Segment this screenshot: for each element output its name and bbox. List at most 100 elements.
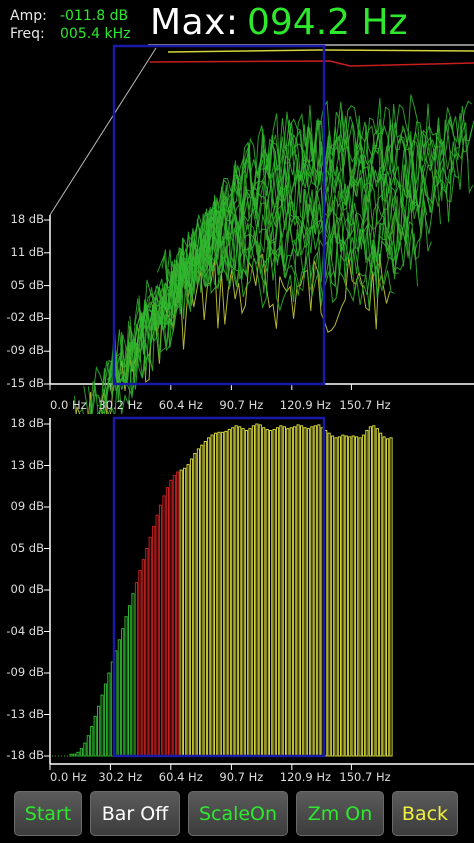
spectrum-bar (382, 436, 386, 757)
spectrum-bar (145, 548, 149, 757)
header-bar: Amp: -011.8 dB Freq: 005.4 kHz Max: 094.… (0, 0, 474, 48)
y-tick-label: 18 dB (10, 416, 44, 430)
x-tick-label: 90.7 Hz (219, 770, 264, 784)
peak-trace-yellow (167, 49, 474, 53)
y-tick-label: 09 dB (10, 499, 44, 513)
spectrum-bar (217, 431, 221, 757)
freq-value: 005.4 kHz (60, 26, 131, 42)
spectrum-bar (365, 430, 369, 757)
spectrum-bar (317, 424, 321, 757)
spectrum-bar (124, 616, 128, 757)
x-tick-label: 0.0 Hz (50, 398, 87, 412)
zoom-on-button[interactable]: Zm On (296, 791, 384, 836)
start-button[interactable]: Start (14, 791, 82, 836)
spectrum-bar (152, 525, 156, 757)
y-tick-label: 11 dB (10, 244, 44, 259)
spectrum-bar (193, 453, 197, 757)
spectrum-bar (348, 436, 352, 757)
spectrum-bar (227, 429, 231, 757)
spectrum-bar (306, 428, 311, 757)
spectrum-bar (90, 726, 94, 757)
spectrum-bar (389, 437, 393, 757)
spectrum-bar (148, 536, 152, 757)
max-frequency-value: 094.2 Hz (247, 2, 408, 43)
amp-label: Amp: (10, 8, 47, 24)
spectrum-bar (234, 425, 238, 757)
x-tick-label: 90.7 Hz (219, 398, 264, 412)
back-button[interactable]: Back (392, 791, 458, 836)
amp-value: -011.8 dB (60, 8, 129, 24)
y-tick-label: -15 dB (6, 376, 44, 390)
waterfall-chart[interactable] (0, 44, 474, 414)
spectrum-bar (172, 475, 176, 757)
spectrum-bar (162, 495, 166, 757)
x-tick-label: 120.9 Hz (279, 398, 332, 412)
spectrum-bar (327, 432, 331, 757)
waterfall-trace (161, 100, 472, 304)
perspective-line (49, 47, 157, 216)
spectrum-bar (165, 487, 170, 757)
spectrum-bar (69, 753, 73, 757)
y-tick-label: 18 dB (10, 212, 44, 226)
spectrum-bar (289, 427, 293, 757)
back-button-label: Back (401, 802, 449, 825)
spectrum-bar (330, 435, 335, 757)
spectrum-bar (103, 683, 108, 757)
spectrum-bar (372, 425, 376, 757)
spectrum-bar (72, 753, 77, 757)
zoom-selection-box (112, 416, 326, 758)
spectrum-bar (272, 429, 276, 757)
x-tick-label: 150.7 Hz (339, 398, 391, 412)
waterfall-trace (110, 183, 432, 403)
start-button-label: Start (24, 802, 72, 825)
bar-off-button[interactable]: Bar Off (90, 791, 180, 836)
scale-on-button[interactable]: ScaleOn (188, 791, 288, 836)
spectrum-bar (303, 427, 307, 757)
x-tick-label: 150.7 Hz (339, 770, 391, 784)
spectrum-bar (361, 434, 366, 757)
spectrum-bar (300, 425, 304, 757)
spectrum-bar (186, 464, 190, 757)
spectrum-bar (310, 426, 314, 757)
spectrum-bar (210, 434, 214, 757)
zoom-selection-box (112, 44, 326, 386)
spectrum-bar (296, 424, 300, 757)
spectrum-bar (200, 444, 204, 757)
spectrum-bar (158, 504, 163, 757)
spectrum-bar (179, 469, 183, 757)
y-tick-label: -04 dB (6, 623, 44, 638)
spectrum-bar (244, 430, 249, 757)
spectrum-bar (282, 426, 286, 757)
y-tick-label: -02 dB (6, 310, 44, 325)
spectrum-bar (262, 427, 266, 757)
spectrum-bar (138, 570, 142, 757)
bar-off-button-label: Bar Off (101, 802, 169, 825)
waterfall-trace (143, 129, 464, 331)
spectrum-bar (76, 751, 80, 757)
spectrum-bar-chart[interactable] (0, 414, 474, 784)
spectrum-bar (355, 436, 359, 757)
spectrum-bar (79, 748, 84, 757)
spectrum-bar (255, 423, 259, 757)
spectrum-bar (386, 438, 390, 757)
scale-on-button-label: ScaleOn (198, 802, 278, 825)
spectrum-bar (203, 441, 207, 757)
spectrum-bar (141, 559, 145, 757)
spectrum-bar (83, 742, 87, 757)
spectrum-bar (341, 434, 345, 757)
x-tick-label: 60.4 Hz (158, 398, 203, 412)
spectrum-bar (207, 437, 211, 757)
spectrum-bar (293, 426, 297, 757)
spectrum-bar (134, 582, 139, 757)
spectrum-bar (224, 430, 228, 757)
x-tick-label: 60.4 Hz (158, 770, 203, 784)
spectrum-bar (169, 479, 173, 757)
y-tick-label: 00 dB (10, 582, 44, 596)
freq-label: Freq: (10, 26, 45, 42)
spectrum-bar (351, 435, 355, 757)
spectrum-bar (379, 432, 383, 757)
waterfall-trace (166, 94, 474, 309)
spectrum-bar (100, 694, 104, 757)
spectrum-bar (265, 429, 269, 757)
spectrum-bar (337, 436, 341, 757)
